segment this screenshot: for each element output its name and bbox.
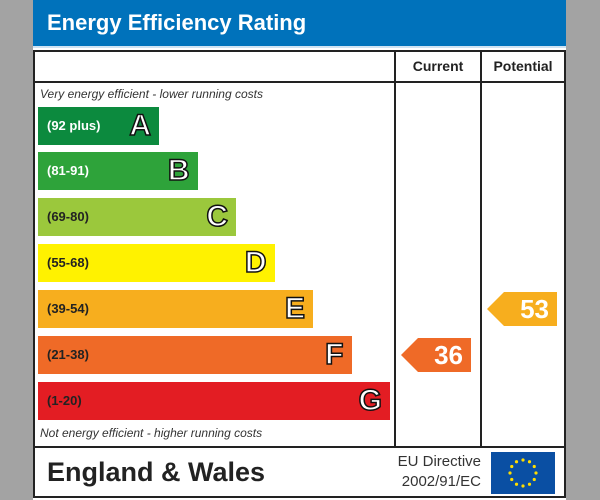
band-bar-F: (21-38) F — [38, 336, 352, 374]
column-divider — [480, 50, 482, 447]
band-letter: F — [324, 337, 344, 372]
band-range: (81-91) — [47, 163, 89, 178]
eu-star — [510, 464, 514, 469]
current-rating-arrow: 36 — [401, 338, 471, 372]
eu-star — [532, 464, 536, 469]
band-bar-B: (81-91) B — [38, 152, 198, 190]
column-divider — [394, 50, 396, 447]
band-bar-A: (92 plus) A — [38, 107, 159, 145]
band-range: (1-20) — [47, 393, 82, 408]
header-divider — [33, 46, 566, 48]
band-range: (69-80) — [47, 209, 89, 224]
eu-star — [514, 460, 519, 464]
column-header-potential: Potential — [493, 58, 553, 74]
rating-table — [33, 50, 566, 498]
chart-title: Energy Efficiency Rating — [33, 0, 566, 46]
note-bottom: Not energy efficient - higher running co… — [40, 426, 263, 440]
band-letter: A — [129, 108, 152, 143]
row-divider — [33, 81, 566, 83]
eu-directive: EU Directive 2002/91/EC — [373, 452, 481, 492]
eu-directive-line1: EU Directive — [397, 453, 481, 470]
row-divider — [33, 446, 566, 448]
band-letter: B — [167, 153, 190, 188]
eu-star — [532, 477, 536, 482]
band-bar-C: (69-80) C — [38, 198, 236, 236]
eu-star — [514, 482, 519, 486]
band-letter: G — [358, 383, 383, 418]
eu-star — [510, 477, 514, 482]
band-bar-D: (55-68) D — [38, 244, 275, 282]
band-range: (21-38) — [47, 347, 89, 362]
epc-panel: Energy Efficiency Rating Current Potenti… — [33, 0, 566, 500]
band-bar-G: (1-20) G — [38, 382, 390, 420]
eu-star — [534, 471, 538, 475]
eu-star — [521, 458, 525, 462]
eu-star — [508, 471, 512, 475]
band-range: (92 plus) — [47, 118, 101, 133]
column-header-current: Current — [412, 58, 464, 74]
eu-directive-line2: 2002/91/EC — [401, 473, 481, 490]
eu-star — [521, 484, 525, 488]
band-letter: D — [244, 245, 267, 280]
band-range: (55-68) — [47, 255, 89, 270]
region-label: England & Wales — [47, 457, 266, 487]
eu-star — [527, 482, 532, 486]
band-range: (39-54) — [47, 301, 89, 316]
potential-rating-arrow: 53 — [487, 292, 557, 326]
note-top: Very energy efficient - lower running co… — [40, 87, 263, 101]
band-letter: E — [284, 291, 306, 326]
potential-rating-value: 53 — [520, 294, 549, 324]
band-bar-E: (39-54) E — [38, 290, 313, 328]
band-letter: C — [206, 199, 229, 234]
eu-star — [527, 460, 532, 464]
current-rating-value: 36 — [434, 340, 463, 370]
eu-flag-icon — [491, 452, 555, 494]
